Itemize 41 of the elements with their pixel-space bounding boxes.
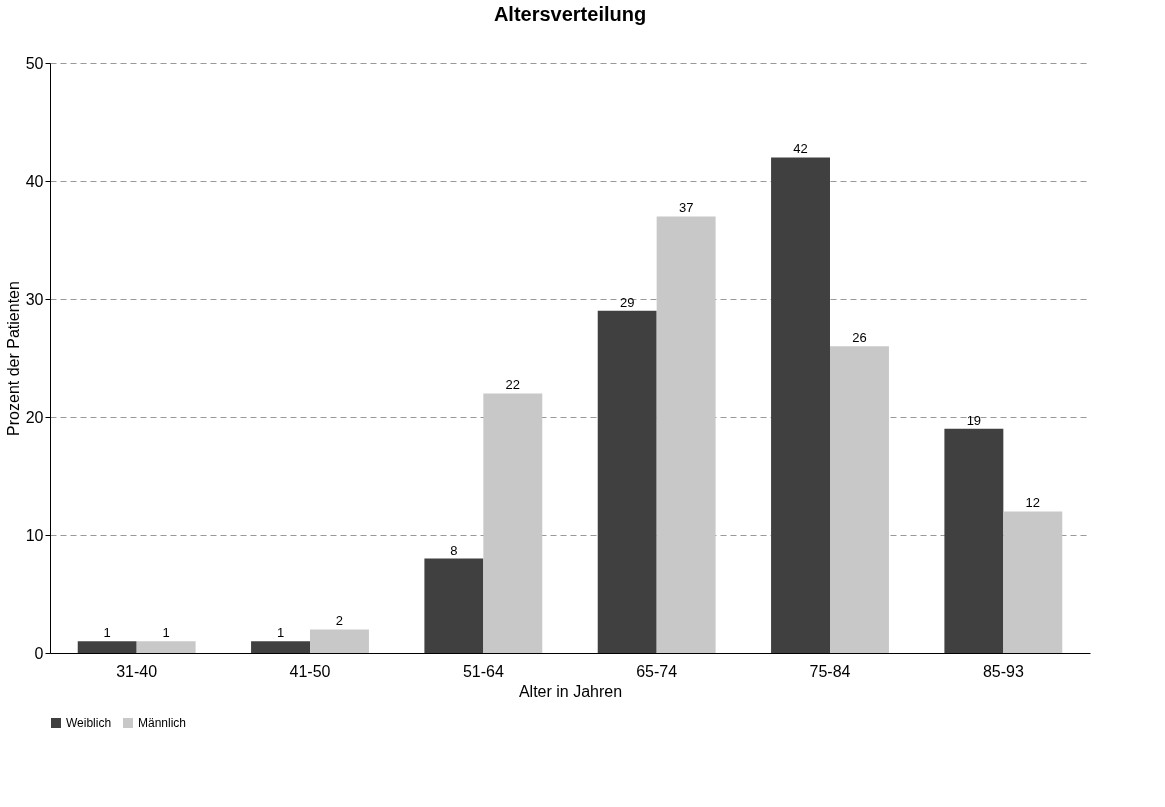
bar xyxy=(830,346,889,653)
x-axis-title: Alter in Jahren xyxy=(518,682,623,700)
x-tick-label: 75-84 xyxy=(809,662,851,680)
x-tick-label: 41-50 xyxy=(289,662,331,680)
x-tick-label: 65-74 xyxy=(636,662,678,680)
data-label: 8 xyxy=(450,542,458,558)
bar xyxy=(1003,511,1063,653)
data-label: 1 xyxy=(276,625,285,641)
x-tick-label: 51-64 xyxy=(462,662,504,680)
data-label: 22 xyxy=(505,377,521,393)
data-label: 29 xyxy=(619,294,635,310)
y-tick-label: 10 xyxy=(25,526,44,544)
data-label: 37 xyxy=(678,200,694,216)
x-tick-label: 85-93 xyxy=(982,662,1024,680)
bar xyxy=(597,310,657,653)
bar xyxy=(483,393,543,653)
chart-title: Altersverteilung xyxy=(493,3,647,25)
bar xyxy=(656,216,716,653)
bar xyxy=(771,157,830,653)
bar xyxy=(136,641,196,653)
bar xyxy=(310,629,369,653)
legend-label: Männlich xyxy=(138,716,187,730)
y-tick-label: 30 xyxy=(25,290,44,308)
y-tick-label: 0 xyxy=(34,644,44,662)
bar xyxy=(251,641,310,653)
bar xyxy=(77,641,137,653)
y-tick-label: 40 xyxy=(25,172,44,190)
data-label: 19 xyxy=(966,412,982,428)
data-label: 1 xyxy=(162,625,170,641)
bar xyxy=(944,428,1004,653)
data-label: 42 xyxy=(793,141,808,157)
x-tick-label: 31-40 xyxy=(116,662,158,680)
legend-label: Weiblich xyxy=(66,716,112,730)
data-label: 26 xyxy=(852,330,867,346)
bar xyxy=(424,558,484,653)
y-axis-title: Prozent der Patienten xyxy=(4,281,22,436)
data-label: 1 xyxy=(103,625,111,641)
y-tick-label: 50 xyxy=(25,54,44,72)
y-tick-label: 20 xyxy=(25,408,44,426)
data-label: 12 xyxy=(1025,495,1041,511)
data-label: 2 xyxy=(335,613,344,629)
